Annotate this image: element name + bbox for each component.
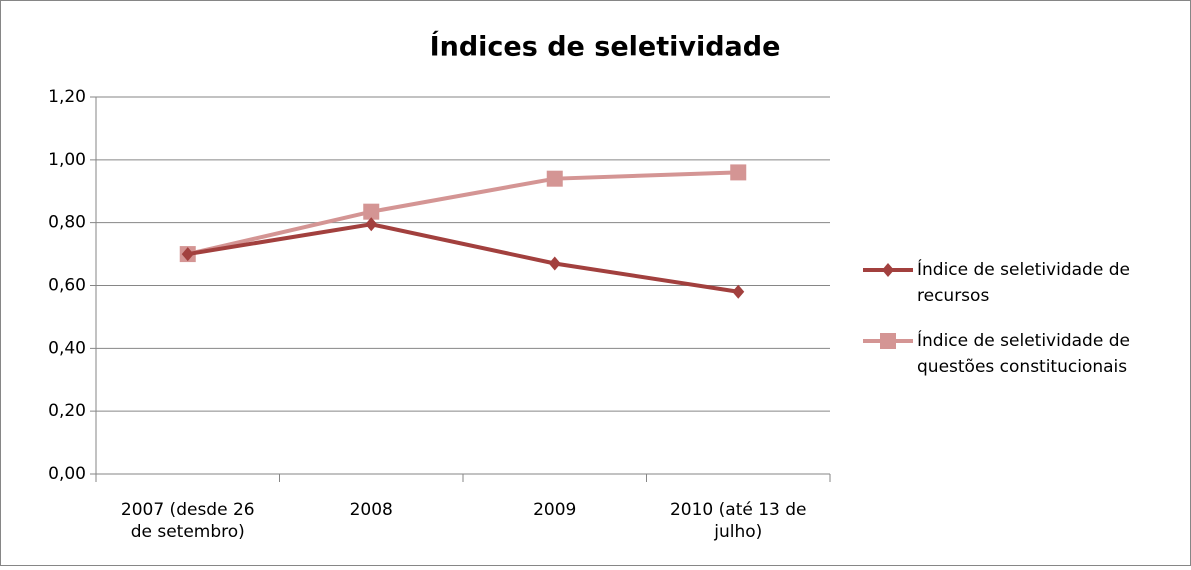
legend-label: Índice de seletividade de recursos bbox=[917, 258, 1130, 306]
series-line bbox=[187, 170, 739, 257]
x-tick-label: 2010 (até 13 de julho) bbox=[670, 500, 807, 542]
marker bbox=[548, 256, 561, 271]
legend-label: Índice de seletividade de questões consti… bbox=[917, 329, 1130, 377]
x-tick-label: 2008 bbox=[350, 500, 393, 520]
x-tick-label: 2007 (desde 26 de setembro) bbox=[121, 500, 255, 542]
marker bbox=[732, 284, 745, 299]
y-tick-label: 0,20 bbox=[48, 401, 86, 421]
y-tick-label: 0,80 bbox=[48, 213, 86, 233]
y-tick-label: 1,20 bbox=[48, 87, 86, 107]
y-tick-label: 0,60 bbox=[48, 276, 86, 296]
chart-title: Índices de seletividade bbox=[430, 31, 781, 63]
y-tick-label: 1,00 bbox=[48, 150, 86, 170]
x-tick-label: 2009 bbox=[533, 500, 576, 520]
marker bbox=[365, 217, 378, 232]
y-tick-label: 0,40 bbox=[48, 338, 86, 358]
series-line bbox=[187, 222, 739, 294]
marker bbox=[730, 164, 747, 181]
y-tick-label: 0,00 bbox=[48, 464, 86, 484]
legend-marker bbox=[882, 263, 894, 277]
marker bbox=[363, 203, 380, 220]
marker bbox=[181, 247, 194, 262]
legend-marker bbox=[880, 333, 896, 349]
marker bbox=[546, 170, 563, 187]
